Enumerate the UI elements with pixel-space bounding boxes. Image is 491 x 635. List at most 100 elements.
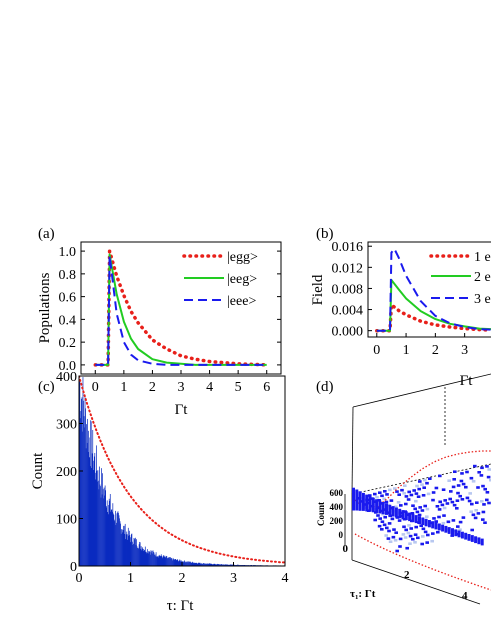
histogram-cell: [401, 533, 406, 536]
edge-bar: [431, 521, 435, 529]
series-line-3e: [376, 247, 491, 332]
panel-d-zlabel: Count: [316, 502, 326, 526]
histogram-cell: [476, 512, 481, 515]
panel-c: (c) 0 1 2 3 4 0 100 200 300 400 Count τ: Γt: [30, 370, 289, 614]
histogram-bar: [139, 542, 141, 566]
histogram-bar: [177, 561, 179, 566]
panel-c-ylabel: Count: [30, 452, 46, 490]
histogram-bar: [207, 563, 208, 566]
histogram-bar: [104, 495, 105, 566]
histogram-cell: [425, 541, 429, 544]
histogram-cell: [377, 524, 382, 528]
histogram-cell: [426, 533, 430, 537]
panel-d-extra-tick: 0: [343, 543, 349, 555]
histogram-bar: [234, 564, 235, 566]
x-tick-label: 5: [235, 380, 242, 395]
histogram-cell: [420, 509, 425, 512]
histogram-bar: [203, 563, 204, 566]
histogram-bar: [114, 519, 115, 566]
histogram-cell: [455, 507, 459, 510]
histogram-cell: [487, 468, 491, 471]
histogram-bar: [185, 562, 186, 566]
edge-bar: [477, 537, 481, 545]
histogram-cell: [481, 510, 486, 514]
histogram-bar: [153, 552, 155, 566]
edge-bar: [470, 535, 474, 542]
histogram-bar: [202, 563, 203, 566]
histogram-bar: [229, 564, 231, 566]
histogram-bar: [110, 511, 112, 566]
histogram-bar: [130, 542, 132, 566]
histogram-bar: [106, 500, 108, 566]
histogram-bar: [111, 509, 113, 566]
histogram-bar: [215, 564, 217, 566]
panel-d-xtick-2: 2: [404, 569, 410, 581]
histogram-bar: [116, 513, 118, 566]
histogram-bar: [142, 551, 144, 566]
box-front-bottom-edge: [351, 559, 481, 605]
x-tick-label: 3: [461, 343, 468, 358]
histogram-cell: [385, 526, 389, 530]
legend-label-2e: 2 e: [474, 270, 491, 285]
edge-bar: [375, 499, 379, 513]
histogram-cell: [380, 494, 384, 498]
histogram-cell: [383, 515, 387, 519]
z-tick-600: 600: [330, 488, 344, 498]
histogram-bar: [179, 559, 181, 566]
histogram-bar: [100, 497, 102, 566]
histogram-bar: [224, 564, 226, 566]
histogram-cell: [421, 527, 426, 531]
histogram-bar: [104, 485, 106, 566]
histogram-cell: [481, 518, 485, 521]
panel-c-label: (c): [38, 379, 55, 395]
histogram-cell: [388, 514, 392, 518]
histogram-cell: [368, 494, 372, 497]
histogram-bar: [203, 563, 205, 566]
histogram-bar: [102, 473, 103, 566]
panel-c-fit-curve: [79, 376, 285, 564]
histogram-bar: [208, 563, 209, 566]
histogram-bar: [117, 511, 119, 566]
histogram-bar: [166, 555, 167, 566]
histogram-bar: [88, 437, 90, 566]
histogram-cell: [447, 479, 451, 482]
panel-d-z-ticks: 600 400 200 0: [330, 488, 344, 540]
histogram-cell: [458, 528, 462, 531]
histogram-bar: [159, 556, 161, 566]
histogram-bar: [115, 510, 116, 566]
histogram-cell: [404, 502, 408, 506]
histogram-bar: [103, 498, 104, 566]
histogram-cell: [431, 491, 436, 494]
histogram-bar: [119, 521, 121, 566]
histogram-bar: [148, 551, 149, 566]
histogram-bar: [91, 467, 93, 566]
histogram-bar: [220, 564, 222, 566]
histogram-bar: [232, 564, 234, 566]
series-line-egg: [93, 249, 269, 367]
histogram-cell: [479, 474, 484, 477]
edge-bar: [358, 491, 362, 511]
histogram-bar: [197, 562, 199, 566]
edge-bar: [414, 515, 418, 524]
histogram-bar: [222, 564, 223, 566]
histogram-bar: [214, 563, 216, 566]
histogram-cell: [467, 499, 472, 503]
histogram-bar: [162, 555, 164, 566]
histogram-bar: [235, 564, 236, 566]
histogram-bar: [172, 560, 173, 566]
histogram-bar: [107, 512, 109, 566]
histogram-bar: [131, 533, 133, 566]
panel-a-label: (a): [38, 226, 55, 242]
histogram-cell: [382, 523, 387, 527]
histogram-bar: [208, 563, 210, 566]
histogram-bar: [114, 521, 116, 566]
histogram-cell: [432, 517, 436, 520]
histogram-bar: [124, 533, 126, 566]
legend-label-3e: 3 e: [474, 292, 491, 307]
histogram-bar: [236, 564, 237, 566]
histogram-cell: [470, 528, 474, 532]
histogram-cell: [441, 488, 446, 491]
histogram-cell: [456, 491, 460, 495]
histogram-cell: [441, 521, 446, 525]
